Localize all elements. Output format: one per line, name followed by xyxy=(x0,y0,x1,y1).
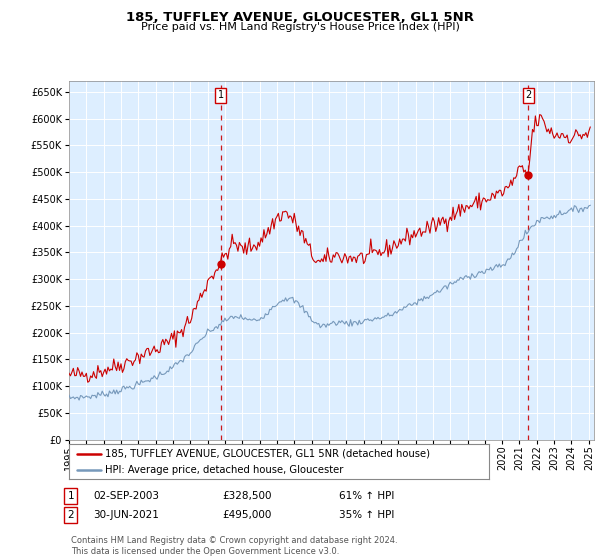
Text: 185, TUFFLEY AVENUE, GLOUCESTER, GL1 5NR (detached house): 185, TUFFLEY AVENUE, GLOUCESTER, GL1 5NR… xyxy=(104,449,430,459)
Text: 61% ↑ HPI: 61% ↑ HPI xyxy=(339,491,394,501)
Text: HPI: Average price, detached house, Gloucester: HPI: Average price, detached house, Glou… xyxy=(104,465,343,475)
Text: 1: 1 xyxy=(67,491,74,501)
Text: 02-SEP-2003: 02-SEP-2003 xyxy=(93,491,159,501)
Text: 35% ↑ HPI: 35% ↑ HPI xyxy=(339,510,394,520)
Text: £495,000: £495,000 xyxy=(222,510,271,520)
Text: 30-JUN-2021: 30-JUN-2021 xyxy=(93,510,159,520)
Text: £328,500: £328,500 xyxy=(222,491,271,501)
Text: 1: 1 xyxy=(218,90,224,100)
Text: 2: 2 xyxy=(67,510,74,520)
Text: Contains HM Land Registry data © Crown copyright and database right 2024.: Contains HM Land Registry data © Crown c… xyxy=(71,536,397,545)
Text: Price paid vs. HM Land Registry's House Price Index (HPI): Price paid vs. HM Land Registry's House … xyxy=(140,22,460,32)
Text: 185, TUFFLEY AVENUE, GLOUCESTER, GL1 5NR: 185, TUFFLEY AVENUE, GLOUCESTER, GL1 5NR xyxy=(126,11,474,24)
Text: This data is licensed under the Open Government Licence v3.0.: This data is licensed under the Open Gov… xyxy=(71,547,339,556)
Text: 2: 2 xyxy=(525,90,531,100)
